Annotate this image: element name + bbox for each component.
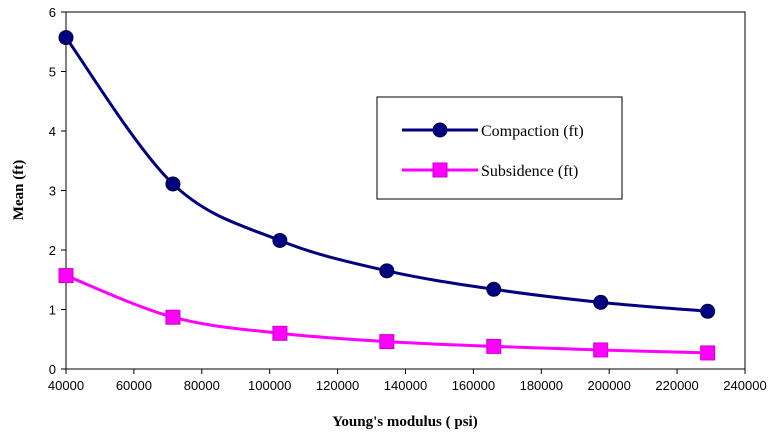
data-point-subsidence: [379, 334, 395, 350]
data-point-compaction: [272, 232, 288, 248]
data-point-subsidence: [272, 325, 288, 341]
legend-label: Subsidence (ft): [481, 163, 578, 180]
data-point-subsidence: [486, 338, 502, 354]
data-point-compaction: [379, 263, 395, 279]
x-tick-label: 220000: [655, 378, 698, 393]
legend-marker: [432, 162, 448, 178]
series-compaction: [58, 30, 716, 319]
legend: Compaction (ft) Subsidence (ft): [376, 96, 623, 200]
x-tick-label: 200000: [588, 378, 631, 393]
series-layer: [58, 30, 716, 361]
y-tick-label: 2: [49, 243, 56, 258]
series-subsidence: [58, 268, 716, 361]
x-axis-title: Young's modulus ( psi): [332, 414, 477, 430]
data-point-compaction: [486, 281, 502, 297]
x-axis-ticks: 40000 60000 80000 100000 120000 140000 160000 1…: [48, 369, 767, 393]
y-tick-label: 6: [49, 5, 56, 20]
y-tick-label: 5: [49, 65, 56, 80]
data-point-compaction: [700, 303, 716, 319]
x-tick-label: 160000: [452, 378, 495, 393]
data-point-subsidence: [593, 342, 609, 358]
data-point-subsidence: [700, 345, 716, 361]
legend-marker: [432, 122, 448, 138]
x-tick-label: 100000: [248, 378, 291, 393]
x-tick-label: 60000: [116, 378, 152, 393]
x-tick-label: 40000: [48, 378, 84, 393]
legend-box: [376, 96, 623, 200]
y-tick-label: 4: [49, 124, 56, 139]
y-tick-label: 0: [49, 362, 56, 377]
x-tick-label: 120000: [316, 378, 359, 393]
legend-label: Compaction (ft): [481, 123, 584, 140]
y-axis-title: Mean (ft): [11, 160, 27, 220]
data-point-compaction: [165, 176, 181, 192]
data-point-subsidence: [165, 309, 181, 325]
y-axis-ticks: 0 1 2 3 4 5 6: [49, 5, 66, 377]
x-tick-label: 80000: [184, 378, 220, 393]
x-tick-label: 140000: [384, 378, 427, 393]
legend-item-subsidence: Subsidence (ft): [402, 162, 578, 180]
data-point-compaction: [593, 294, 609, 310]
data-point-subsidence: [58, 268, 74, 284]
x-tick-label: 240000: [723, 378, 766, 393]
y-tick-label: 3: [49, 184, 56, 199]
legend-item-compaction: Compaction (ft): [402, 122, 584, 140]
y-tick-label: 1: [49, 303, 56, 318]
x-tick-label: 180000: [520, 378, 563, 393]
data-point-compaction: [58, 30, 74, 46]
